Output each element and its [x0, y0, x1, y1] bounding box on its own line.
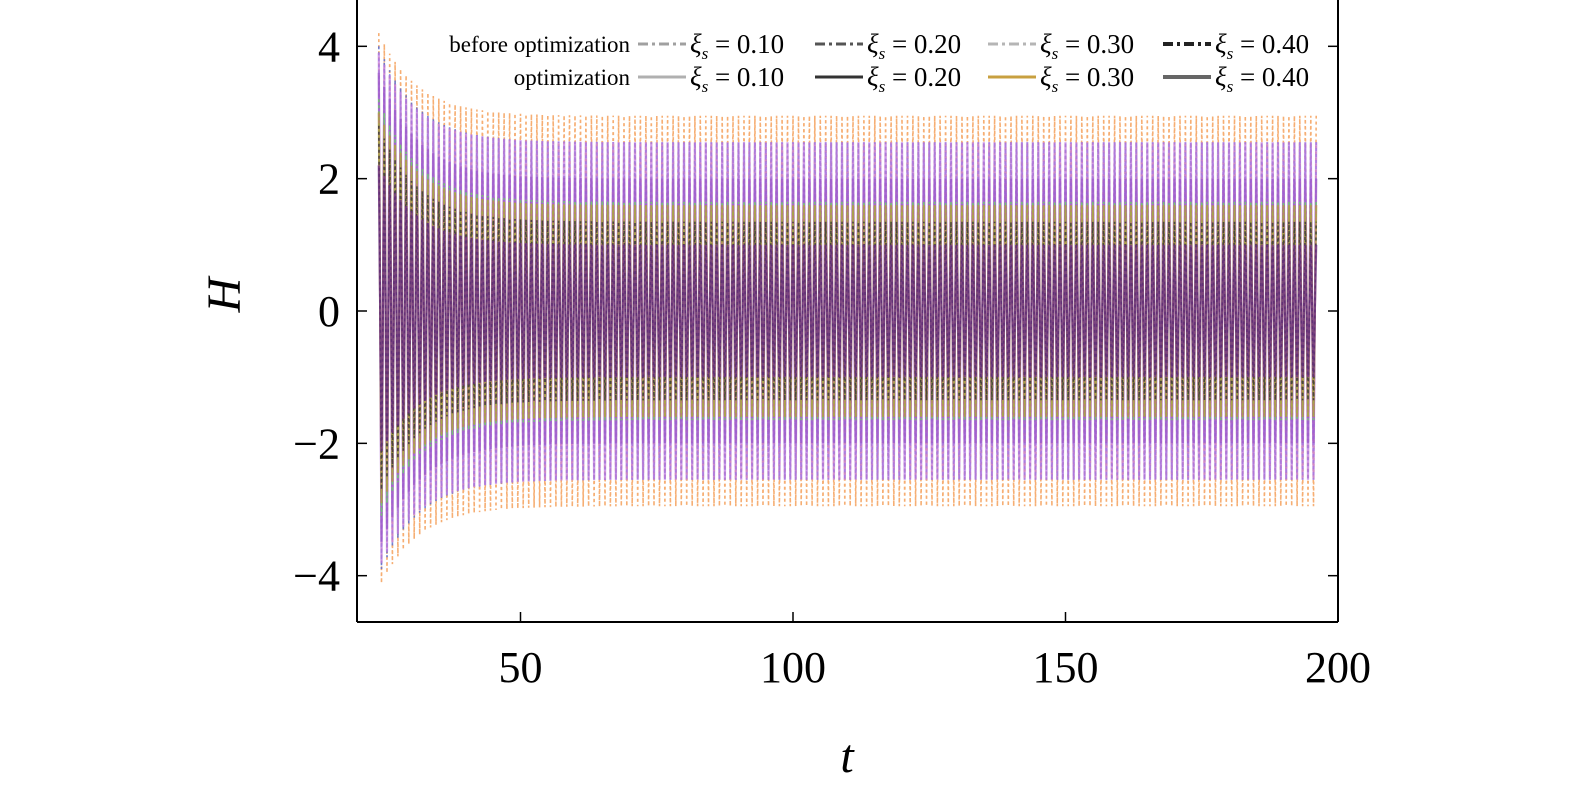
legend-group-label: before optimization	[449, 32, 630, 57]
legend-entry: ξs = 0.20	[815, 62, 961, 96]
legend-group-label: optimization	[514, 65, 631, 90]
y-tick-label: 2	[318, 155, 340, 204]
legend-label: ξs = 0.30	[1040, 62, 1134, 96]
legend-label: ξs = 0.40	[1215, 29, 1309, 63]
x-tick-label: 50	[499, 643, 543, 692]
legend-label: ξs = 0.40	[1215, 62, 1309, 96]
y-tick-label: −4	[293, 552, 340, 601]
y-tick-label: −2	[293, 419, 340, 468]
x-tick-label: 200	[1305, 643, 1371, 692]
y-axis: −4 −2 0 2 4	[293, 22, 1338, 601]
series-traces	[377, 33, 1318, 584]
legend-label: ξs = 0.20	[867, 29, 961, 63]
legend-entry: ξs = 0.40	[1163, 29, 1309, 63]
x-tick-label: 150	[1033, 643, 1099, 692]
series-line	[377, 165, 1318, 452]
legend-entry: ξs = 0.10	[638, 62, 784, 96]
y-axis-title: H	[198, 275, 251, 313]
x-axis-title: t	[840, 730, 855, 783]
y-tick-label: 4	[318, 22, 340, 71]
plot-frame	[356, 0, 1339, 623]
legend-entry: ξs = 0.20	[815, 29, 961, 63]
legend-label: ξs = 0.10	[690, 29, 784, 63]
legend-entry: ξs = 0.40	[1163, 62, 1309, 96]
legend-label: ξs = 0.10	[690, 62, 784, 96]
x-axis: 50 100 150 200	[499, 612, 1371, 692]
legend-entry: ξs = 0.30	[988, 62, 1134, 96]
legend-entry: ξs = 0.10	[638, 29, 784, 63]
legend-label: ξs = 0.30	[1040, 29, 1134, 63]
legend-entry: ξs = 0.30	[988, 29, 1134, 63]
series-path	[377, 165, 1318, 452]
legend-label: ξs = 0.20	[867, 62, 961, 96]
legend: before optimization ξs = 0.10 ξs = 0.20 ξs …	[449, 29, 1309, 96]
x-tick-label: 100	[760, 643, 826, 692]
y-tick-label: 0	[318, 287, 340, 336]
